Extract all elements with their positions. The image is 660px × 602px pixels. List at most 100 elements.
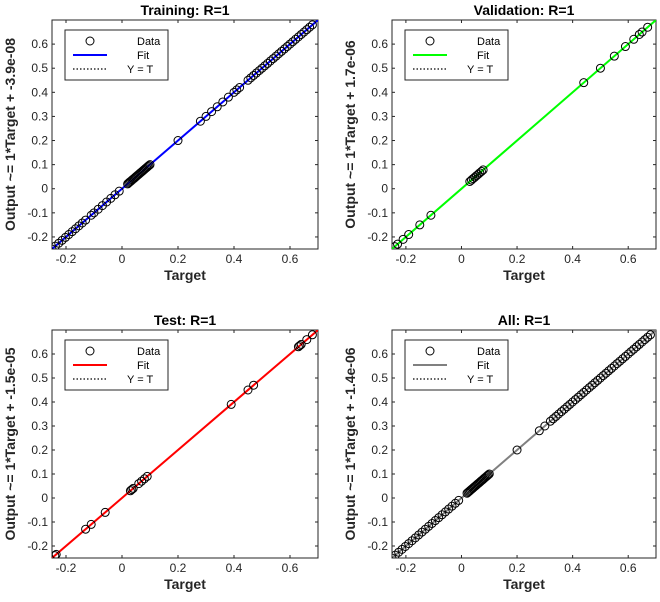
legend: Data Fit Y = T	[64, 29, 169, 81]
y-tick-label: 0.4	[31, 395, 48, 409]
data-point	[407, 536, 417, 546]
x-tick-label: 0.6	[282, 561, 299, 575]
y-tick-label: 0.2	[371, 443, 388, 457]
data-point	[229, 87, 239, 97]
data-point	[545, 416, 555, 426]
y-tick-label: -0.2	[367, 539, 388, 553]
data-point	[257, 63, 267, 73]
data-point	[251, 68, 261, 78]
y-tick-label: 0.6	[31, 347, 48, 361]
data-point	[450, 498, 460, 508]
legend-entry: Fit	[137, 360, 149, 372]
data-point	[645, 330, 655, 340]
data-point	[274, 49, 284, 59]
data-point	[607, 363, 617, 373]
y-tick-label: 0.1	[371, 467, 388, 481]
data-point	[478, 165, 488, 175]
chart-title: Validation: R=1	[474, 2, 575, 18]
data-point	[393, 239, 403, 249]
data-point	[601, 368, 611, 378]
data-point	[534, 426, 544, 436]
data-point	[223, 92, 233, 102]
data-point	[620, 42, 630, 52]
data-point	[173, 136, 183, 146]
x-tick-label: -0.2	[56, 561, 77, 575]
x-tick-label: -0.2	[396, 561, 417, 575]
y-tick-label: 0.2	[31, 134, 48, 148]
y-tick-label: 0.3	[371, 109, 388, 123]
data-point	[612, 359, 622, 369]
data-point	[562, 402, 572, 412]
y-tick-label: -0.2	[27, 539, 48, 553]
data-point	[484, 469, 494, 479]
x-axis-label: Target	[503, 267, 545, 283]
x-tick-label: 0.2	[170, 561, 187, 575]
x-tick-label: 0	[458, 252, 465, 266]
data-point	[392, 242, 400, 249]
legend-marker-data	[425, 36, 435, 46]
y-tick-label: 0.5	[371, 371, 388, 385]
legend-entry: Fit	[477, 50, 489, 62]
y-axis-label: Output ~= 1*Target + 1.7e-06	[342, 40, 358, 229]
data-point	[60, 232, 70, 242]
chart-title: Test: R=1	[154, 312, 217, 328]
data-point	[404, 230, 414, 240]
data-point	[293, 32, 303, 42]
data-point	[565, 399, 575, 409]
x-tick-label: 0.2	[509, 561, 526, 575]
y-tick-label: 0.3	[31, 109, 48, 123]
x-tick-label: 0.2	[509, 252, 526, 266]
legend-entry: Y = T	[127, 374, 153, 386]
data-point	[293, 342, 303, 352]
data-point	[454, 495, 464, 505]
data-point	[243, 385, 253, 395]
data-point	[424, 521, 434, 531]
data-point	[54, 238, 64, 248]
data-point	[417, 527, 427, 537]
y-axis-label: Output ~= 1*Target + -3.9e-08	[2, 38, 18, 231]
data-point	[207, 107, 217, 117]
legend-entry: Data	[477, 346, 501, 358]
y-tick-label: -0.1	[367, 206, 388, 220]
data-point	[582, 385, 592, 395]
data-point	[557, 407, 567, 417]
y-tick-label: 0.1	[31, 467, 48, 481]
data-point	[282, 42, 292, 52]
data-point	[143, 162, 153, 172]
data-point	[265, 56, 275, 66]
data-point	[392, 550, 400, 558]
data-point	[125, 486, 135, 496]
data-point	[629, 344, 639, 354]
data-point	[249, 70, 259, 80]
data-point	[632, 342, 642, 352]
y-tick-label: 0.4	[371, 85, 388, 99]
data-point	[243, 75, 253, 85]
legend-marker-data	[425, 346, 435, 356]
data-point	[579, 387, 589, 397]
legend-entry: Data	[477, 36, 501, 48]
legend-marker-data	[85, 36, 95, 46]
y-tick-label: -0.1	[27, 515, 48, 529]
data-point	[246, 73, 256, 83]
data-point	[144, 161, 154, 171]
data-point	[400, 541, 410, 551]
data-point	[584, 383, 594, 393]
data-point	[620, 351, 630, 361]
plot-area	[52, 330, 318, 558]
y-tick-label: -0.2	[367, 230, 388, 244]
y-tick-label: 0.4	[371, 395, 388, 409]
data-point	[137, 476, 147, 486]
legend-entry: Data	[137, 36, 161, 48]
data-point	[481, 472, 491, 482]
legend-entry: Y = T	[467, 374, 493, 386]
x-tick-label: 0.2	[170, 252, 187, 266]
y-tick-label: 0.6	[371, 37, 388, 51]
data-point	[86, 210, 96, 220]
data-point	[114, 186, 124, 196]
y-tick-label: 0.5	[31, 371, 48, 385]
data-point	[579, 78, 589, 88]
legend-entry: Fit	[137, 50, 149, 62]
x-axis-label: Target	[503, 576, 545, 592]
data-point	[398, 234, 408, 244]
